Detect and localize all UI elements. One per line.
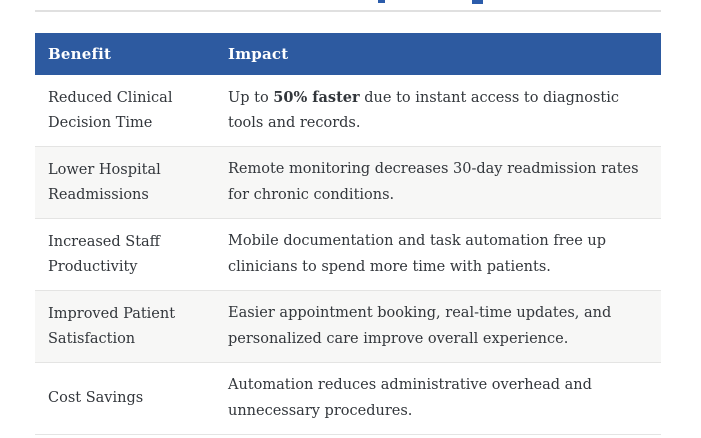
benefit-impact-table-container: Benefit Impact Reduced Clinical Decision… <box>35 33 661 435</box>
impact-cell: Up to 50% faster due to instant access t… <box>215 75 661 147</box>
impact-cell: Mobile documentation and task automation… <box>215 218 661 291</box>
table-row: Increased Staff Productivity Mobile docu… <box>35 218 661 291</box>
impact-text: Mobile documentation and task automation… <box>228 233 607 275</box>
impact-text: Automation reduces administrative overhe… <box>228 377 592 419</box>
table-row: Cost Savings Automation reduces administ… <box>35 362 661 435</box>
impact-cell: Remote monitoring decreases 30-day readm… <box>215 146 661 219</box>
impact-cell: Automation reduces administrative overhe… <box>215 362 661 435</box>
horizontal-divider <box>35 10 661 12</box>
table-row: Lower Hospital Readmissions Remote monit… <box>35 146 661 219</box>
column-header-impact: Impact <box>215 33 661 75</box>
impact-text: Up to <box>228 90 274 106</box>
impact-text: Easier appointment booking, real-time up… <box>228 305 612 347</box>
benefit-impact-table: Benefit Impact Reduced Clinical Decision… <box>35 33 661 435</box>
cutoff-heading-fragment <box>472 0 483 4</box>
cutoff-heading-fragment <box>378 0 385 3</box>
impact-text-bold: 50% faster <box>273 89 360 106</box>
table-row: Improved Patient Satisfaction Easier app… <box>35 290 661 363</box>
header-row: Benefit Impact <box>35 33 661 75</box>
impact-text: Remote monitoring decreases 30-day readm… <box>228 161 639 203</box>
benefit-cell: Increased Staff Productivity <box>35 218 215 291</box>
benefit-cell: Cost Savings <box>35 362 215 435</box>
impact-text: due to instant access to diagnostic tool… <box>228 90 619 131</box>
table-body: Reduced Clinical Decision Time Up to 50%… <box>35 75 661 435</box>
table-header: Benefit Impact <box>35 33 661 75</box>
impact-cell: Easier appointment booking, real-time up… <box>215 290 661 363</box>
benefit-cell: Improved Patient Satisfaction <box>35 290 215 363</box>
benefit-cell: Reduced Clinical Decision Time <box>35 75 215 147</box>
table-row: Reduced Clinical Decision Time Up to 50%… <box>35 75 661 147</box>
column-header-benefit: Benefit <box>35 33 215 75</box>
benefit-cell: Lower Hospital Readmissions <box>35 146 215 219</box>
